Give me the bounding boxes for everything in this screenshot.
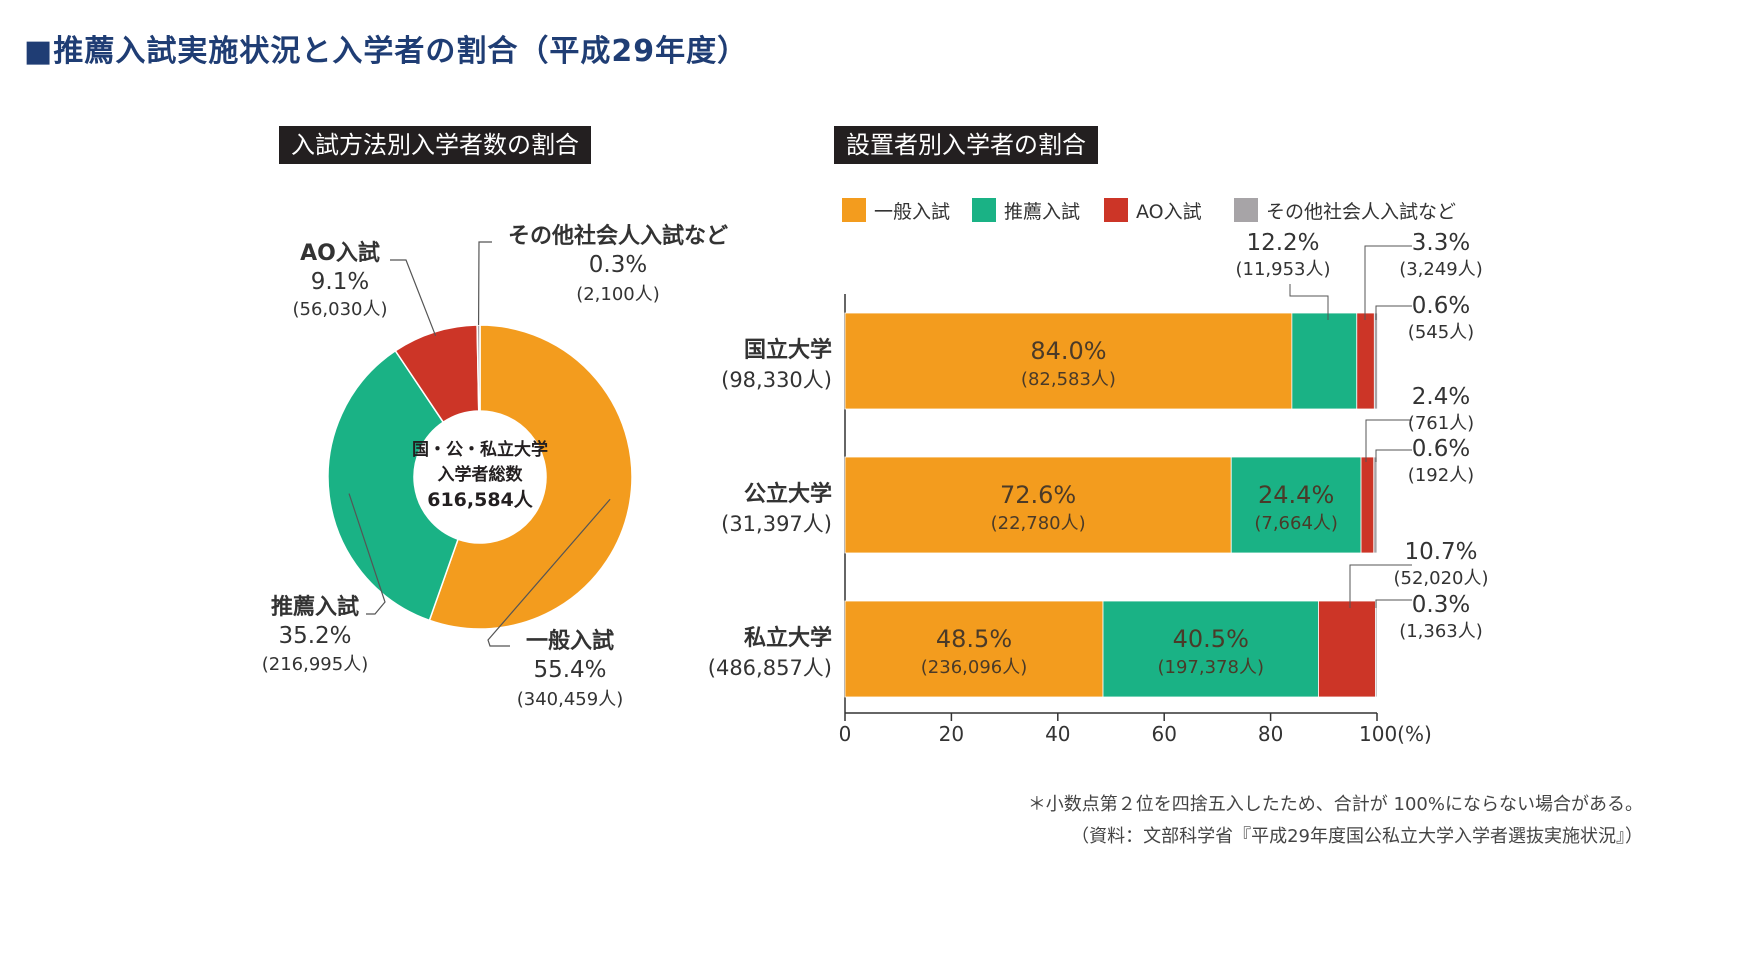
legend-label-2: 推薦入試 (1004, 201, 1080, 223)
donut-slice-4 (476, 324, 481, 412)
donut-slice-value-4: 0.3% (589, 252, 647, 278)
donut-leader-line-2 (348, 493, 386, 615)
donut-slice-count-3: (56,030人) (292, 299, 387, 320)
donut-center-text-1: 国・公・私立大学 (412, 439, 548, 460)
legend-swatch-4 (1234, 198, 1258, 222)
bar-3-label-1: 48.5% (936, 625, 1012, 653)
category-name-2: 公立大学 (744, 481, 832, 507)
bar-2-label-1: 72.6% (1000, 481, 1076, 509)
x-tick-label-6: 100(%) (1359, 722, 1432, 746)
bar-1-count-3: (3,249人) (1399, 259, 1483, 280)
bar-1-segment-3 (1356, 312, 1375, 410)
bar-2-label-2: 24.4% (1258, 481, 1334, 509)
donut-slice-name-4: その他社会人入試など (508, 223, 728, 249)
donut-slice-count-1: (340,459人) (517, 689, 623, 710)
bar-3-count-3: (52,020人) (1393, 568, 1488, 589)
x-tick-label-5: 80 (1258, 722, 1283, 746)
bar-1-count-2: (11,953人) (1235, 259, 1330, 280)
bar-2-leader-3 (1365, 419, 1412, 462)
x-tick-label-2: 20 (939, 722, 964, 746)
donut-center-text-3: 616,584人 (427, 489, 534, 511)
bar-3-segment-1 (844, 600, 1104, 698)
legend-label-1: 一般入試 (874, 201, 950, 223)
bar-3-segment-4 (1375, 600, 1378, 698)
bar-2-label-3: 2.4% (1412, 384, 1470, 410)
donut-leader-line-1 (487, 498, 611, 647)
bar-3-label-2: 40.5% (1173, 625, 1249, 653)
bar-2-segment-1 (844, 456, 1232, 554)
bar-3-segment-3 (1318, 600, 1376, 698)
donut-slice-count-4: (2,100人) (576, 284, 660, 305)
bar-1-count-4: (545人) (1408, 322, 1474, 343)
bar-chart-label: 設置者別入学者の割合 (834, 126, 1098, 164)
legend-label-4: その他社会人入試など (1266, 201, 1456, 223)
x-tick-label-3: 40 (1045, 722, 1070, 746)
bar-1-label-4: 0.6% (1412, 293, 1470, 319)
bar-1-label-2: 12.2% (1246, 230, 1319, 256)
category-total-2: (31,397人) (721, 512, 832, 536)
x-tick-label-1: 0 (839, 722, 852, 746)
donut-slice-2 (327, 349, 459, 622)
donut-center-text-2: 入学者総数 (438, 464, 524, 485)
bar-1-count-1: (82,583人) (1021, 369, 1116, 390)
bar-3-count-1: (236,096人) (921, 657, 1027, 678)
bar-3-count-2: (197,378人) (1158, 657, 1264, 678)
x-tick-label-4: 60 (1151, 722, 1176, 746)
bar-3-leader-3 (1349, 564, 1412, 608)
category-total-3: (486,857人) (708, 656, 832, 680)
donut-slice-name-2: 推薦入試 (271, 594, 359, 620)
bar-2-count-1: (22,780人) (991, 513, 1086, 534)
bar-1-leader-3 (1364, 245, 1412, 320)
bar-3-label-4: 0.3% (1412, 592, 1470, 618)
bar-1-segment-1 (844, 312, 1293, 410)
legend-swatch-2 (972, 198, 996, 222)
donut-slice-value-1: 55.4% (533, 657, 606, 683)
bar-2-segment-2 (1230, 456, 1362, 554)
bar-2-segment-3 (1360, 456, 1375, 554)
bar-1-leader-2 (1289, 284, 1329, 320)
donut-slice-name-1: 一般入試 (526, 628, 614, 654)
bar-3-count-4: (1,363人) (1399, 621, 1483, 642)
source-note: （資料：文部科学省『平成29年度国公私立大学入学者選抜実施状況』） (1071, 826, 1643, 847)
bar-1-leader-4 (1375, 305, 1412, 320)
bar-2-leader-4 (1375, 449, 1412, 462)
donut-slice-value-3: 9.1% (311, 269, 369, 295)
bar-2-count-2: (7,664人) (1254, 513, 1338, 534)
bar-1-segment-2 (1291, 312, 1358, 410)
bar-2-segment-4 (1373, 456, 1378, 554)
legend-label-3: AO入試 (1136, 201, 1202, 223)
donut-slice-name-3: AO入試 (300, 240, 380, 266)
legend-swatch-3 (1104, 198, 1128, 222)
donut-slice-value-2: 35.2% (278, 623, 351, 649)
donut-slice-count-2: (216,995人) (262, 654, 368, 675)
bar-1-label-1: 84.0% (1030, 337, 1106, 365)
bar-2-count-3: (761人) (1408, 413, 1474, 434)
category-total-1: (98,330人) (721, 368, 832, 392)
donut-chart-label: 入試方法別入学者数の割合 (279, 126, 591, 164)
donut-leader-line-4 (477, 241, 492, 326)
bar-3-label-3: 10.7% (1404, 539, 1477, 565)
category-name-3: 私立大学 (744, 625, 832, 651)
footnote: ＊小数点第２位を四捨五入したため、合計が 100%にならない場合がある。 (1027, 794, 1643, 815)
bar-1-segment-4 (1373, 312, 1378, 410)
legend-swatch-1 (842, 198, 866, 222)
bar-3-leader-4 (1375, 599, 1412, 608)
category-name-1: 国立大学 (744, 337, 832, 363)
page-title: ■推薦入試実施状況と入学者の割合（平成29年度） (24, 34, 749, 69)
bar-2-count-4: (192人) (1408, 465, 1474, 486)
donut-leader-line-3 (390, 259, 437, 337)
bar-1-label-3: 3.3% (1412, 230, 1470, 256)
bar-2-label-4: 0.6% (1412, 436, 1470, 462)
bar-3-segment-2 (1102, 600, 1319, 698)
